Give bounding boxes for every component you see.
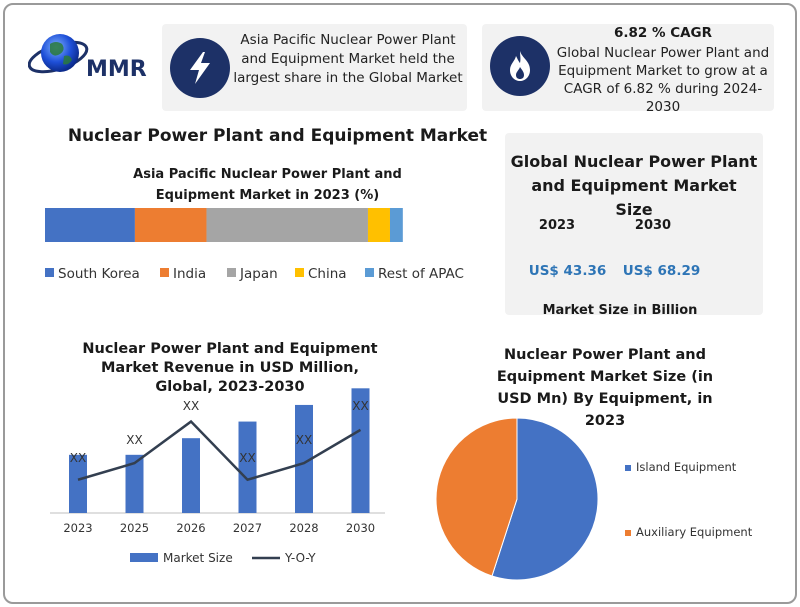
stacked-chart-title: Asia Pacific Nuclear Power Plant and Equ…: [133, 167, 402, 203]
pie-legend-label-0: Island Equipment: [636, 460, 737, 474]
x-tick-2027: 2027: [233, 521, 262, 535]
stacked-segment-2: [206, 208, 368, 242]
revenue-chart-title: Nuclear Power Plant and Equipment Market…: [82, 341, 378, 395]
revenue-bar-line-chart: 2023 2025 2026 2027 2028 2030 XX XX XX XX XX XX Mark…: [50, 388, 385, 565]
revenue-bar-2026: [182, 438, 200, 513]
stacked-segment-3: [367, 208, 390, 242]
lightning-icon: [170, 38, 230, 98]
x-tick-2028: 2028: [289, 521, 318, 535]
market-size-footer: Market Size in Billion: [542, 303, 698, 318]
data-label-5: XX: [352, 399, 368, 413]
legend-swatch-3: [295, 268, 304, 277]
pie-legend-swatch-0: [625, 465, 631, 471]
legend-swatch-2: [227, 268, 236, 277]
main-title: Nuclear Power Plant and Equipment Market: [67, 126, 488, 146]
flame-icon: [490, 36, 550, 96]
pie-chart-title: Nuclear Power Plant and Equipment Market…: [496, 347, 714, 429]
revenue-bar-2027: [238, 421, 257, 513]
data-label-1: XX: [126, 433, 142, 447]
revenue-bar-2028: [295, 404, 313, 513]
cagr-title: 6.82 % CAGR: [613, 25, 713, 41]
equipment-pie-chart: Island Equipment Auxiliary Equipment: [435, 417, 753, 581]
cagr-text: Global Nuclear Power Plant and Equipment…: [556, 45, 770, 115]
pie-slice-0: [491, 417, 599, 581]
stacked-segment-0: [45, 208, 135, 242]
pie-legend-swatch-1: [625, 530, 631, 536]
pie-legend-label-1: Auxiliary Equipment: [636, 525, 753, 539]
market-size-title: Global Nuclear Power Plant and Equipment…: [510, 152, 758, 219]
legend-label-0: South Korea: [58, 266, 140, 282]
legend-label-1: India: [173, 266, 206, 282]
x-tick-2023: 2023: [63, 521, 92, 535]
outer-frame: [3, 3, 797, 604]
data-label-0: XX: [70, 451, 86, 465]
revenue-bar-2025: [125, 454, 144, 513]
x-tick-2025: 2025: [120, 521, 149, 535]
legend-swatch-1: [160, 268, 169, 277]
yoy-line: [77, 419, 362, 482]
year-2030-label: 2030: [634, 218, 672, 233]
x-tick-2030: 2030: [346, 521, 375, 535]
market-size-panel: [505, 133, 763, 315]
legend-swatch-4: [365, 268, 374, 277]
legend-swatch-0: [45, 268, 54, 277]
legend-label-4: Rest of APAC: [378, 266, 464, 282]
pie-slice-1: [435, 417, 518, 577]
data-label-3: XX: [239, 451, 255, 465]
mmr-logo: MMR: [27, 26, 168, 88]
revenue-bar-2023: [69, 454, 87, 513]
x-tick-2026: 2026: [176, 521, 205, 535]
data-label-4: XX: [296, 433, 312, 447]
legend-market-size-label: Market Size: [163, 551, 233, 565]
value-2030: US$ 68.29: [622, 263, 701, 279]
stacked-segment-4: [389, 208, 403, 242]
share-text: Asia Pacific Nuclear Power Plant and Equ…: [233, 32, 463, 86]
revenue-bar-2030: [351, 388, 370, 513]
legend-label-3: China: [308, 266, 347, 282]
legend-market-size-swatch: [130, 553, 158, 562]
data-label-2: XX: [183, 399, 199, 413]
stacked-bar-chart: South Korea India Japan China Rest of APAC: [45, 208, 464, 282]
value-2023: US$ 43.36: [528, 263, 607, 279]
logo-text: MMR: [86, 57, 147, 82]
legend-label-2: Japan: [239, 266, 278, 282]
year-2023-label: 2023: [538, 218, 576, 233]
legend-yoy-label: Y-O-Y: [284, 551, 316, 565]
stacked-segment-1: [134, 208, 207, 242]
